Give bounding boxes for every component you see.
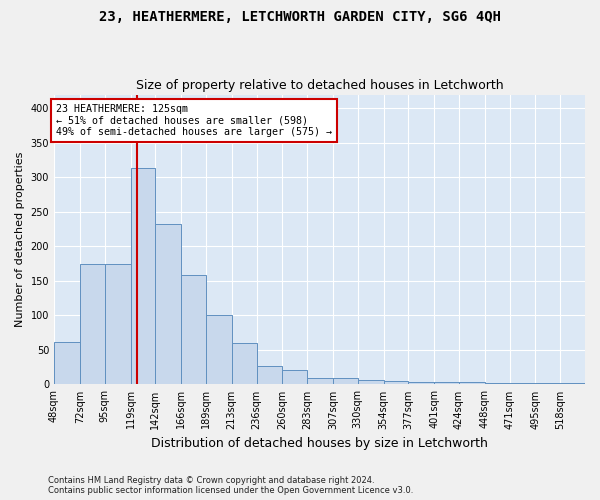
Bar bbox=[535, 383, 560, 384]
Bar bbox=[409, 382, 434, 384]
Bar bbox=[206, 314, 232, 384]
Bar bbox=[383, 381, 409, 384]
Bar bbox=[509, 383, 535, 384]
Bar bbox=[485, 383, 509, 384]
Bar bbox=[232, 343, 257, 384]
Bar bbox=[283, 370, 307, 384]
Text: 23 HEATHERMERE: 125sqm
← 51% of detached houses are smaller (598)
49% of semi-de: 23 HEATHERMERE: 125sqm ← 51% of detached… bbox=[56, 104, 332, 136]
Bar bbox=[54, 342, 80, 384]
Bar bbox=[434, 382, 459, 384]
Text: 23, HEATHERMERE, LETCHWORTH GARDEN CITY, SG6 4QH: 23, HEATHERMERE, LETCHWORTH GARDEN CITY,… bbox=[99, 10, 501, 24]
Bar bbox=[181, 276, 206, 384]
Bar bbox=[459, 382, 485, 384]
Text: Contains HM Land Registry data © Crown copyright and database right 2024.
Contai: Contains HM Land Registry data © Crown c… bbox=[48, 476, 413, 495]
Bar bbox=[333, 378, 358, 384]
Bar bbox=[560, 383, 585, 384]
X-axis label: Distribution of detached houses by size in Letchworth: Distribution of detached houses by size … bbox=[151, 437, 488, 450]
Bar bbox=[104, 264, 131, 384]
Bar bbox=[155, 224, 181, 384]
Bar bbox=[131, 168, 155, 384]
Bar bbox=[358, 380, 383, 384]
Title: Size of property relative to detached houses in Letchworth: Size of property relative to detached ho… bbox=[136, 79, 503, 92]
Y-axis label: Number of detached properties: Number of detached properties bbox=[15, 152, 25, 327]
Bar bbox=[307, 378, 333, 384]
Bar bbox=[80, 264, 104, 384]
Bar bbox=[257, 366, 283, 384]
